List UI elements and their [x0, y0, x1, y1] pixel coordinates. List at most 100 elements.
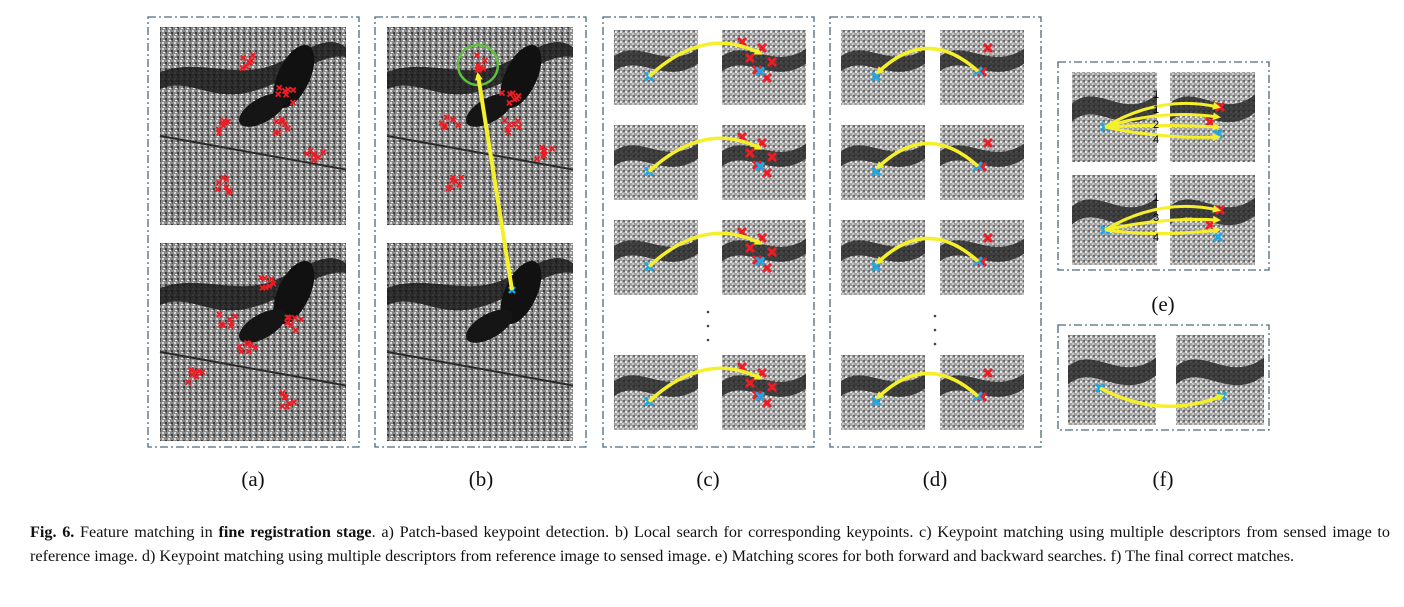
- keypoint-a-3-1: [275, 129, 282, 136]
- e-top-score-1: 1: [1153, 104, 1159, 116]
- patch-f-left-river: [1068, 357, 1156, 386]
- panel-frame-4: [1057, 61, 1270, 271]
- keypoint-a-7-6: [220, 322, 227, 329]
- keypoint-b-3-6: [501, 117, 508, 124]
- patch-d-0-right-river: [940, 48, 1024, 72]
- ellipsis-dot-2: [706, 338, 710, 342]
- caption-fig-label: Fig. 6.: [30, 523, 75, 541]
- ellipsis-dot-3: [933, 314, 937, 318]
- ellipsis-dot-1: [706, 324, 710, 328]
- keypoint-a-7-5: [227, 322, 235, 330]
- keypoint-b-2-3: [443, 114, 450, 121]
- e-top-arrow-2: [1104, 122, 1221, 131]
- score-labels: 1 1 2 4 1 3 4: [706, 89, 1159, 346]
- panel-label-c: (c): [696, 467, 720, 491]
- keypoint-a-1-4: [289, 99, 297, 106]
- keypoint-a-5-0: [223, 175, 230, 183]
- keypoint-a-7-2: [231, 313, 239, 320]
- search-arrow: [474, 72, 514, 291]
- keypoint-b-5-2: [458, 174, 465, 181]
- keypoint-a-2-5: [215, 126, 222, 133]
- panel-frame-2: [602, 16, 815, 448]
- e-bottom-arrow-2: [1104, 226, 1221, 235]
- panel-frames: [147, 16, 1270, 448]
- e-bottom-arrow-1: [1104, 215, 1221, 232]
- road-b-top: [386, 134, 574, 171]
- keypoint-c-3-red-5: [761, 397, 773, 409]
- keypoint-b-4-3: [533, 155, 541, 163]
- lake-b-bottom: [500, 260, 542, 325]
- patch-d-2-left-river: [841, 238, 925, 262]
- lake2-b-bottom: [465, 309, 513, 343]
- keypoint-a-7-3: [216, 311, 223, 318]
- keypoint-a-8-6: [284, 319, 291, 326]
- keypoint-a-6-4: [268, 275, 275, 283]
- patch-d-1-left-river: [841, 143, 925, 167]
- panel-label-a: (a): [241, 467, 265, 491]
- keypoint-b-3-3: [514, 117, 522, 124]
- lake-a-bottom: [273, 260, 315, 325]
- keypoint-d-3-red-0: [982, 367, 994, 379]
- e-top-score-2: 2: [1153, 119, 1159, 131]
- keypoint-a-5-5: [219, 174, 227, 181]
- keypoint-b-1-3: [506, 90, 514, 98]
- keypoint-b-0-6: [473, 52, 481, 59]
- keypoint-c-0-red-3: [766, 56, 778, 68]
- patch-c-0-right-river: [722, 48, 806, 72]
- keypoint-a-8-0: [285, 314, 293, 321]
- arrow-c-0: [647, 41, 763, 78]
- ellipsis-dot-5: [933, 342, 937, 346]
- arrow-f-final: [1099, 386, 1225, 409]
- patch-c-1-right-river: [722, 143, 806, 167]
- keypoint-a-6-5: [259, 284, 266, 291]
- figure: 1 1 2 4 1 3 4 (a) (b) (c) (d) (e) (f): [147, 16, 1270, 491]
- road-a-bottom: [159, 350, 347, 387]
- keypoint-c-1-red-5: [761, 167, 773, 179]
- arrow-d-2: [875, 236, 980, 265]
- keypoint-a-11-4: [238, 348, 245, 355]
- keypoint-a-8-1: [284, 314, 291, 321]
- patch-d-3-left-river: [841, 373, 925, 397]
- keypoint-c-1-blue-right: [754, 161, 766, 172]
- patch-d-0-left-river: [841, 48, 925, 72]
- keypoint-b-3-5: [515, 123, 523, 131]
- keypoint-d-0-red-0: [982, 42, 994, 54]
- keypoint-c-2-red-5: [761, 262, 773, 274]
- keypoint-a-0-6: [249, 52, 256, 59]
- keypoint-a-7-0: [226, 316, 233, 323]
- e-top-arrow-0: [1104, 101, 1221, 129]
- panel-label-e: (e): [1151, 292, 1175, 316]
- panel-frame-1: [374, 16, 587, 448]
- keypoint-a-11-6: [252, 344, 259, 351]
- keypoint-a-9-5: [193, 373, 200, 380]
- keypoint-a-3-6: [278, 116, 286, 123]
- keypoint-a-8-3: [298, 316, 305, 323]
- lake2-b-top: [465, 93, 513, 127]
- keypoint-b-5-4: [449, 177, 456, 184]
- patch-d-1-right-river: [940, 143, 1024, 167]
- keypoint-c-0-red-5: [761, 72, 773, 84]
- e-top-score-0: 1: [1153, 89, 1159, 101]
- caption-lead: Feature matching in: [80, 523, 213, 541]
- keypoint-b-3-4: [506, 121, 513, 128]
- keypoint-d-2-red-0: [982, 232, 994, 244]
- keypoint-a-1-5: [275, 90, 282, 98]
- keypoint-b-1-5: [498, 89, 506, 97]
- patch-c-2-left-river: [614, 238, 698, 262]
- keypoint-a-10-1: [283, 403, 291, 411]
- arrow-d-3: [875, 371, 980, 400]
- keypoint-a-10-4: [279, 402, 286, 410]
- keypoint-b-0-1: [481, 57, 489, 64]
- keypoint-d-1-red-0: [982, 137, 994, 149]
- keypoint-a-3-4: [284, 125, 291, 132]
- keypoint-a-0-1: [239, 54, 247, 62]
- keypoint-c-1-red-3: [766, 151, 778, 163]
- match-arrows: [456, 41, 1225, 409]
- e-top-arrow-3: [1104, 125, 1221, 142]
- keypoint-a-4-4: [310, 157, 318, 164]
- keypoint-b-4-5: [549, 145, 556, 152]
- keypoint-b-2-4: [455, 122, 462, 129]
- keypoint-b-2-6: [441, 124, 448, 131]
- panel-label-f: (f): [1152, 467, 1174, 491]
- road-b-bottom: [386, 350, 574, 387]
